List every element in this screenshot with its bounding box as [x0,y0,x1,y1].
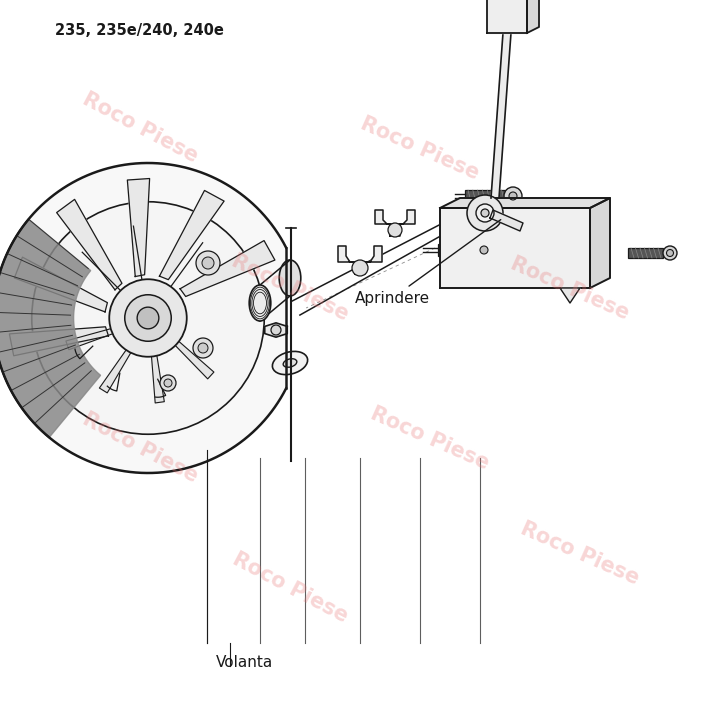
Text: Roco Piese: Roco Piese [79,409,201,487]
Polygon shape [180,241,275,297]
Text: Roco Piese: Roco Piese [229,549,351,627]
Text: Roco Piese: Roco Piese [367,403,493,473]
Polygon shape [490,210,523,231]
Text: Roco Piese: Roco Piese [79,89,201,167]
Circle shape [476,242,492,258]
Polygon shape [127,179,149,276]
Circle shape [109,279,187,357]
Circle shape [467,195,503,231]
Text: Roco Piese: Roco Piese [508,253,632,323]
Circle shape [125,295,171,341]
Polygon shape [57,200,122,290]
Polygon shape [0,163,286,473]
Circle shape [160,375,176,391]
Circle shape [666,249,673,256]
Circle shape [504,187,522,205]
Polygon shape [487,0,527,33]
Circle shape [663,246,677,260]
Text: Roco Piese: Roco Piese [228,251,352,325]
Bar [438,244,476,256]
Text: Aprindere: Aprindere [355,220,501,305]
Polygon shape [159,190,224,279]
Polygon shape [338,246,382,274]
Circle shape [202,257,214,269]
Circle shape [480,246,488,254]
Polygon shape [0,219,101,437]
Text: Volanta: Volanta [217,655,273,670]
Polygon shape [9,327,108,355]
Circle shape [509,192,517,200]
Circle shape [476,204,494,222]
Circle shape [164,379,172,387]
Polygon shape [440,208,590,288]
Text: Roco Piese: Roco Piese [518,518,642,588]
Polygon shape [99,337,139,393]
Bar [628,248,663,258]
Polygon shape [150,340,164,403]
Polygon shape [14,257,108,312]
Circle shape [193,338,213,358]
Circle shape [481,209,489,217]
Polygon shape [164,331,214,379]
Circle shape [271,325,281,335]
Polygon shape [265,323,287,337]
Polygon shape [440,198,610,208]
Text: Roco Piese: Roco Piese [358,113,482,183]
Bar [465,190,505,202]
Ellipse shape [283,359,297,368]
Circle shape [32,202,264,434]
Circle shape [352,260,368,276]
Polygon shape [491,33,511,198]
Ellipse shape [249,285,270,321]
Circle shape [198,343,208,353]
Polygon shape [560,288,580,303]
Circle shape [388,223,402,237]
Ellipse shape [273,351,307,375]
Polygon shape [590,198,610,288]
Circle shape [137,307,159,329]
Polygon shape [66,325,127,350]
Circle shape [196,251,220,275]
Text: 235, 235e/240, 240e: 235, 235e/240, 240e [55,23,224,38]
Polygon shape [375,210,415,236]
Polygon shape [527,0,539,33]
Ellipse shape [279,260,301,296]
